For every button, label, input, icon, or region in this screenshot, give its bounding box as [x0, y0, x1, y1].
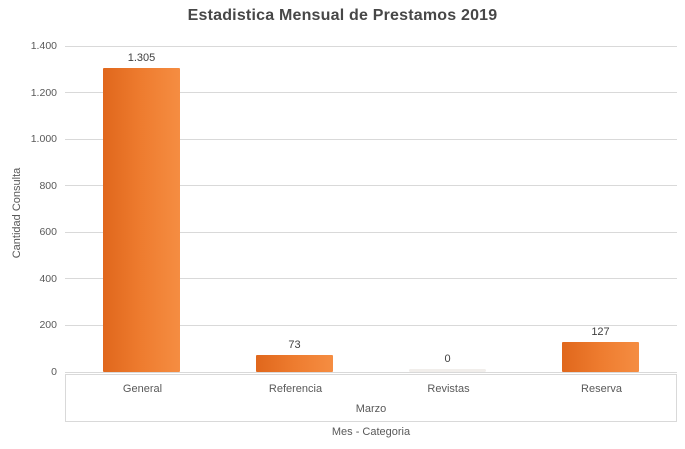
- y-tick-label-1200: 1.200: [30, 86, 57, 99]
- y-tick-label-800: 800: [39, 179, 57, 192]
- y-axis-title-text: Cantidad Consulta: [11, 167, 23, 259]
- category-label-reserva: Reserva: [581, 383, 622, 395]
- bar-value-label-reserva: 127: [591, 326, 610, 338]
- category-label-referencia: Referencia: [268, 383, 323, 395]
- bar-value-label-revistas: 0: [444, 353, 451, 365]
- gridline-1200: [65, 92, 677, 94]
- bar-general: [103, 68, 180, 372]
- category-group-label: Marzo: [355, 403, 387, 415]
- bar-value-label-referencia: 73: [288, 339, 301, 351]
- bar-referencia: [256, 355, 333, 372]
- chart-title: Estadistica Mensual de Prestamos 2019: [187, 7, 498, 24]
- y-tick-label-1000: 1.000: [30, 133, 57, 146]
- gridline-0: [65, 371, 677, 373]
- y-tick-label-1400: 1.400: [30, 40, 57, 52]
- plot-area: 1.305 73 0 127: [65, 45, 677, 373]
- gridline-200: [65, 324, 677, 326]
- gridline-1000: [65, 138, 677, 140]
- x-axis-title: Mes - Categoria: [331, 426, 411, 438]
- category-axis-box: Marzo General Referencia Revistas Reserva: [65, 374, 677, 422]
- y-tick-label-600: 600: [39, 226, 57, 239]
- gridline-400: [65, 278, 677, 280]
- y-tick-label-0: 0: [51, 366, 57, 378]
- y-tick-label-200: 200: [39, 319, 57, 332]
- gridline-1400: [65, 45, 677, 47]
- y-tick-label-400: 400: [39, 272, 57, 285]
- category-label-revistas: Revistas: [427, 383, 470, 395]
- bar-value-label-general: 1.305: [127, 52, 156, 64]
- bar-revistas: [409, 369, 486, 372]
- gridline-800: [65, 185, 677, 187]
- gridline-600: [65, 231, 677, 233]
- bar-reserva: [562, 342, 639, 372]
- category-label-general: General: [122, 383, 163, 395]
